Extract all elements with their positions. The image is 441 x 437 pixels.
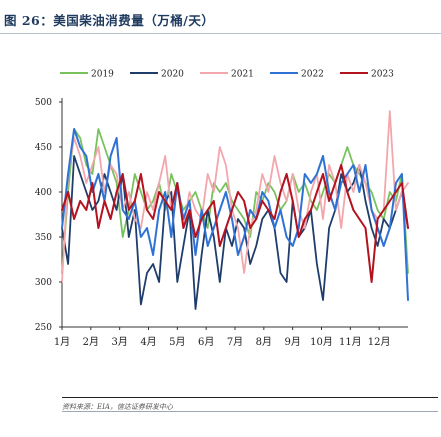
y-tick-label: 500	[35, 98, 52, 108]
legend-label-2023: 2023	[371, 70, 394, 80]
source-top-rule	[62, 397, 438, 398]
x-tick-label: 10月	[310, 336, 333, 348]
figure-title: 图 26：美国柴油消费量（万桶/天）	[4, 13, 215, 28]
y-tick-label: 250	[35, 323, 52, 333]
y-tick-label: 400	[35, 188, 52, 198]
title-rule	[0, 33, 441, 34]
source-note: 资料来源：EIA，信达证券研发中心	[62, 403, 173, 411]
series-line-2022	[61, 128, 409, 301]
y-tick-label: 350	[35, 233, 52, 243]
series-line-2021	[61, 110, 409, 283]
series-line-2023	[61, 164, 409, 283]
chart-legend: 2019 2020 2021 2022 2023	[60, 70, 394, 80]
x-tick-label: 11月	[339, 336, 362, 348]
legend-label-2020: 2020	[161, 70, 184, 80]
source-bottom-rule	[62, 411, 438, 412]
x-tick-label: 12月	[368, 336, 391, 348]
x-tick-label: 3月	[111, 336, 127, 348]
legend-label-2022: 2022	[301, 70, 324, 80]
x-tick-label: 8月	[256, 336, 272, 348]
x-tick-label: 7月	[227, 336, 243, 348]
x-tick-label: 6月	[198, 336, 214, 348]
x-tick-label: 1月	[54, 336, 70, 348]
y-tick-label: 300	[35, 278, 52, 288]
chart-ticks: 250 300 350 400 450 500 1月 2月 3月 4月 5月 6月 7月 8月 9月 10月 1…	[35, 98, 391, 348]
legend-label-2019: 2019	[91, 70, 114, 80]
x-tick-label: 5月	[169, 336, 185, 348]
x-tick-label: 9月	[284, 336, 300, 348]
legend-label-2021: 2021	[231, 70, 254, 80]
y-tick-label: 450	[35, 143, 52, 153]
x-tick-label: 4月	[140, 336, 156, 348]
chart-series	[61, 110, 409, 310]
series-line-2019	[61, 128, 409, 274]
x-tick-label: 2月	[83, 336, 99, 348]
